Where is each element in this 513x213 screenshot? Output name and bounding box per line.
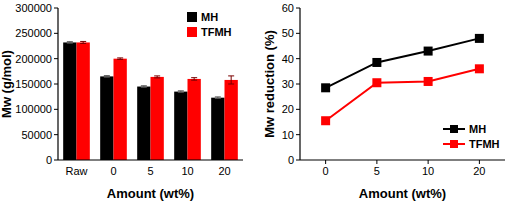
- legend-swatch: [187, 27, 197, 37]
- x-tick-label: 20: [473, 165, 485, 177]
- x-axis-label: Amount (wt%): [359, 186, 446, 201]
- y-tick-label: 0: [288, 154, 294, 166]
- marker: [424, 47, 433, 56]
- marker: [424, 77, 433, 86]
- y-axis-label: Mw reduction (%): [262, 30, 277, 138]
- marker: [321, 83, 330, 92]
- marker: [372, 58, 381, 67]
- error-bar: [178, 91, 184, 93]
- x-tick: [376, 160, 377, 164]
- error-bar: [117, 58, 123, 60]
- bar: [174, 92, 187, 160]
- marker: [475, 64, 484, 73]
- y-tick-label: 20: [282, 103, 294, 115]
- error-bar: [67, 42, 73, 44]
- y-tick-label: 0: [46, 154, 52, 166]
- y-tick-label: 30: [282, 78, 294, 90]
- y-tick-label: 50: [282, 27, 294, 39]
- x-tick-label: 10: [181, 165, 193, 177]
- error-bar: [215, 97, 221, 99]
- line: [326, 69, 480, 121]
- bar: [137, 87, 150, 160]
- y-axis-label: Mw (g/mol): [0, 50, 14, 118]
- bar: [225, 80, 238, 160]
- legend-swatch: [187, 12, 197, 22]
- y-axis: [57, 8, 58, 160]
- figure: 050000100000150000200000250000300000Raw0…: [0, 0, 513, 213]
- x-tick-label: Raw: [65, 165, 87, 177]
- x-tick: [428, 160, 429, 164]
- error-bar: [141, 86, 147, 88]
- legend-label: MH: [201, 11, 218, 23]
- bar: [63, 42, 76, 160]
- legend-label: MH: [469, 123, 486, 135]
- x-tick-label: 20: [218, 165, 230, 177]
- y-tick-label: 10: [282, 129, 294, 141]
- chart-panel: 0 50000 100000 150000 200000 250000 300000 Raw 0…: [0, 2, 243, 201]
- chart-panel: 0 10 20 30 40 50 60 0 5 10 20 Amount (wt%) Mw reduct…: [262, 2, 505, 201]
- x-tick-label: 5: [147, 165, 153, 177]
- x-tick-label: 10: [422, 165, 434, 177]
- bar: [211, 98, 224, 160]
- legend: MH TFMH: [187, 11, 232, 38]
- x-tick-label: 0: [323, 165, 329, 177]
- bar: [77, 42, 90, 160]
- x-tick-label: 0: [110, 165, 116, 177]
- x-axis-label: Amount (wt%): [107, 186, 194, 201]
- error-bar: [80, 41, 86, 43]
- bar: [188, 79, 201, 160]
- y-tick-label: 50000: [21, 129, 52, 141]
- error-bar: [104, 76, 110, 78]
- line: [326, 38, 480, 87]
- error-bar: [191, 78, 197, 81]
- plot-area: [321, 34, 484, 125]
- y-tick-label: 200000: [15, 53, 52, 65]
- x-tick: [479, 160, 480, 164]
- bar: [100, 76, 113, 160]
- legend-swatch: [450, 140, 458, 148]
- error-bar: [154, 76, 160, 78]
- marker: [372, 78, 381, 87]
- x-axis: [58, 159, 243, 160]
- x-tick: [325, 160, 326, 164]
- legend-label: TFMH: [469, 138, 500, 150]
- bar: [151, 77, 164, 160]
- y-tick-label: 250000: [15, 27, 52, 39]
- plot-area: [63, 41, 238, 160]
- y-tick-label: 150000: [15, 78, 52, 90]
- y-tick-label: 300000: [15, 2, 52, 14]
- x-tick-label: 5: [374, 165, 380, 177]
- error-bar: [228, 76, 234, 84]
- marker: [475, 34, 484, 43]
- y-axis: [299, 8, 300, 160]
- y-tick-label: 60: [282, 2, 294, 14]
- bar: [114, 59, 127, 160]
- legend-label: TFMH: [201, 26, 232, 38]
- y-tick-label: 40: [282, 53, 294, 65]
- marker: [321, 116, 330, 125]
- x-axis: [300, 159, 505, 160]
- legend-swatch: [450, 125, 458, 133]
- y-tick-label: 100000: [15, 103, 52, 115]
- legend: MH TFMH: [443, 123, 500, 150]
